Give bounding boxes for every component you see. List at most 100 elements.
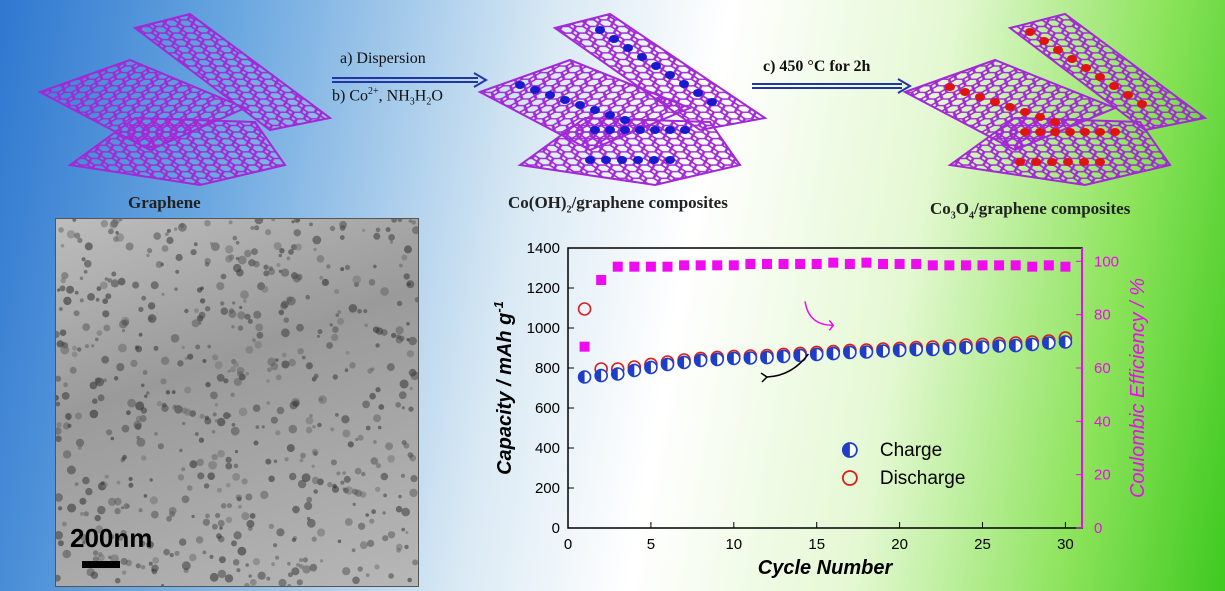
tem-particle [152,557,160,564]
tem-particle [216,373,225,382]
cobalt-particle [620,116,630,124]
tem-particle [89,409,99,419]
cobalt-oxide-particle [1050,128,1060,136]
tem-particle [349,362,356,369]
y-tick-label: 600 [535,400,560,417]
tem-particle [193,242,198,247]
tem-particle [395,505,403,513]
tem-particle [401,507,411,517]
tem-particle [320,559,324,563]
tem-particle [172,406,176,410]
tem-particle [165,390,171,395]
tem-particle [199,413,205,419]
cobalt-particle [665,126,675,134]
tem-particle [316,255,325,263]
cobalt-particle [601,156,611,164]
tem-particle [56,394,59,401]
tem-particle [367,539,375,547]
x-tick-label: 30 [1057,536,1074,553]
tem-particle [254,225,260,231]
cobalt-oxide-particle [945,83,955,91]
y2-tick-label: 0 [1094,520,1102,537]
tem-particle [401,527,406,532]
efficiency-point [612,261,623,272]
tem-particle [92,556,99,563]
tem-particle [66,415,72,421]
tem-particle [291,567,300,576]
tem-particle [59,307,63,311]
discharge-point [577,302,592,316]
tem-particle [387,531,396,539]
tem-particle [331,333,339,341]
efficiency-point [745,259,756,269]
tem-particle [232,559,240,566]
tem-particle [237,325,244,331]
cobalt-oxide-particle [1035,128,1045,136]
tem-particle [296,579,303,586]
tem-particle [288,249,294,255]
cobalt-particle [585,156,595,164]
tem-particle [84,242,93,251]
cobalt-oxide-particle [1025,28,1035,36]
plot-frame [567,247,1083,529]
tem-particle [375,387,381,393]
tem-particle [365,425,371,431]
tem-particle [305,416,314,425]
tem-particle [396,300,403,307]
tem-particle [56,427,62,435]
tem-particle [189,460,198,469]
tem-particle [407,577,413,583]
tem-particle [181,495,190,504]
tem-particle [278,309,285,316]
tem-particle [403,273,410,280]
tem-particle [135,401,145,411]
tem-particle [101,355,110,364]
tem-micrograph: 200nm [55,218,419,587]
tem-particle [385,442,393,451]
charge-point-fill [860,346,867,358]
tem-particle [305,294,310,300]
efficiency-point [844,259,855,269]
tem-particle [252,404,261,412]
tem-particle [204,306,211,312]
tem-particle [179,448,183,453]
cobalt-oxide-particle [960,88,970,96]
charge-point-fill [744,352,751,364]
y-tick-label: 200 [535,480,560,497]
step-b-label: b) Co2+, NH3H2O [332,86,443,108]
tem-particle [187,485,193,491]
cobalt-oxide-particle [1050,118,1060,126]
tem-particle [361,471,366,477]
cobalt-oxide-particle [1109,82,1119,90]
tem-particle [56,340,64,348]
tem-particle [403,442,410,449]
arrow-step-1 [332,72,488,88]
tem-particle [89,381,98,390]
charge-point-fill [644,361,651,374]
tem-particle [77,445,83,450]
y-tick-label: 1200 [527,280,560,297]
tem-particle [212,412,217,417]
tem-particle [255,323,264,332]
tem-particle [311,448,319,456]
efficiency-point [579,341,590,352]
tem-particle [84,260,92,268]
tem-particle [414,297,418,303]
tem-particle [92,550,99,556]
x-tick-label: 25 [974,536,991,553]
charge-point-fill [760,351,767,364]
tem-particle [209,241,214,246]
tem-particle [225,245,234,254]
tem-particle [375,327,384,335]
tem-particle [278,269,282,273]
tem-particle [147,302,156,310]
tem-particle [253,310,262,319]
tem-particle [165,232,169,236]
tem-particle [66,285,75,294]
tem-particle [391,219,397,223]
tem-particle [136,435,141,440]
tem-particle [57,540,64,547]
tem-particle [280,268,290,277]
tem-particle [385,227,391,233]
